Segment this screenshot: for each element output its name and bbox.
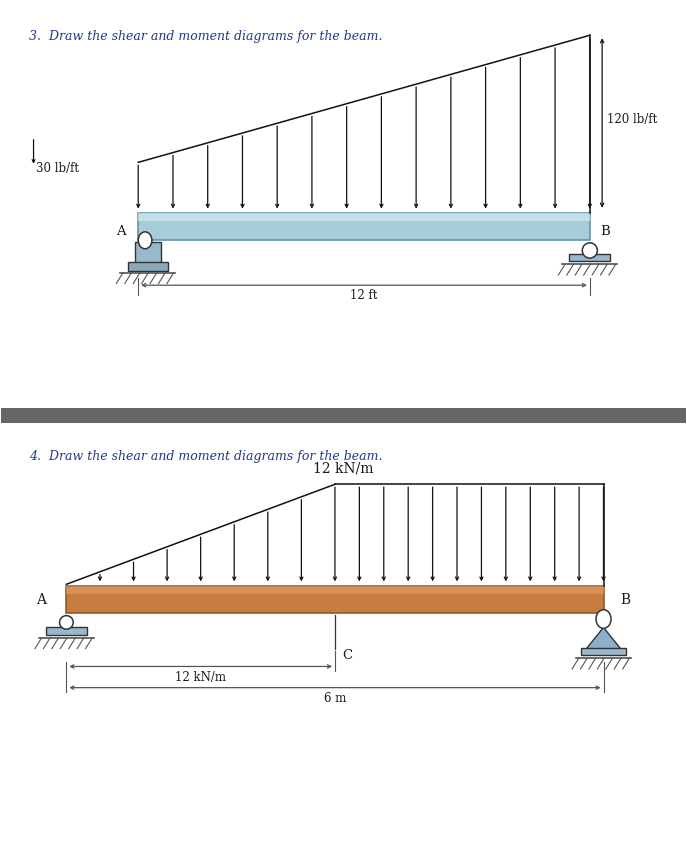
Text: 3.  Draw the shear and moment diagrams for the beam.: 3. Draw the shear and moment diagrams fo… <box>29 31 382 43</box>
Ellipse shape <box>60 615 74 629</box>
Text: 120 lb/ft: 120 lb/ft <box>607 114 657 127</box>
Text: B: B <box>620 592 631 607</box>
Circle shape <box>596 609 611 628</box>
Text: 30 lb/ft: 30 lb/ft <box>36 162 78 175</box>
FancyBboxPatch shape <box>128 263 168 271</box>
FancyBboxPatch shape <box>67 586 603 594</box>
FancyBboxPatch shape <box>46 626 87 635</box>
FancyBboxPatch shape <box>67 586 603 613</box>
Text: 12 kN/m: 12 kN/m <box>313 462 374 476</box>
Text: A: A <box>36 592 46 607</box>
FancyBboxPatch shape <box>570 254 610 262</box>
Text: 6 m: 6 m <box>324 692 346 705</box>
Text: B: B <box>600 224 610 238</box>
FancyBboxPatch shape <box>135 242 161 264</box>
FancyBboxPatch shape <box>138 213 590 221</box>
Text: C: C <box>342 649 352 661</box>
Text: 4.  Draw the shear and moment diagrams for the beam.: 4. Draw the shear and moment diagrams fo… <box>29 450 382 463</box>
Polygon shape <box>587 627 620 649</box>
Text: A: A <box>116 224 126 238</box>
FancyBboxPatch shape <box>1 408 686 423</box>
Circle shape <box>138 232 152 249</box>
Text: 12 kN/m: 12 kN/m <box>175 671 226 683</box>
FancyBboxPatch shape <box>138 213 590 241</box>
Text: 12 ft: 12 ft <box>350 290 378 303</box>
FancyBboxPatch shape <box>581 648 626 655</box>
Ellipse shape <box>583 243 597 258</box>
